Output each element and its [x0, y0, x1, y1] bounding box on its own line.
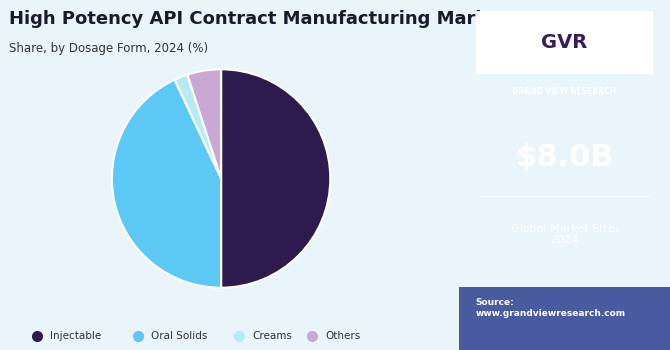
Wedge shape	[221, 69, 330, 288]
FancyBboxPatch shape	[459, 287, 670, 350]
Text: Injectable: Injectable	[50, 331, 102, 341]
Wedge shape	[188, 69, 221, 178]
Text: Others: Others	[326, 331, 361, 341]
Text: Global Market Size,
2024: Global Market Size, 2024	[511, 224, 618, 245]
Text: Share, by Dosage Form, 2024 (%): Share, by Dosage Form, 2024 (%)	[9, 42, 208, 55]
Text: Source:
www.grandviewresearch.com: Source: www.grandviewresearch.com	[476, 298, 626, 318]
Text: High Potency API Contract Manufacturing Market: High Potency API Contract Manufacturing …	[9, 10, 508, 28]
Text: GRAND VIEW RESEARCH: GRAND VIEW RESEARCH	[513, 86, 616, 96]
Text: Oral Solids: Oral Solids	[151, 331, 208, 341]
Wedge shape	[112, 80, 221, 288]
Wedge shape	[175, 75, 221, 178]
Text: Creams: Creams	[253, 331, 292, 341]
Text: GVR: GVR	[541, 33, 588, 51]
Text: $8.0B: $8.0B	[515, 143, 614, 172]
